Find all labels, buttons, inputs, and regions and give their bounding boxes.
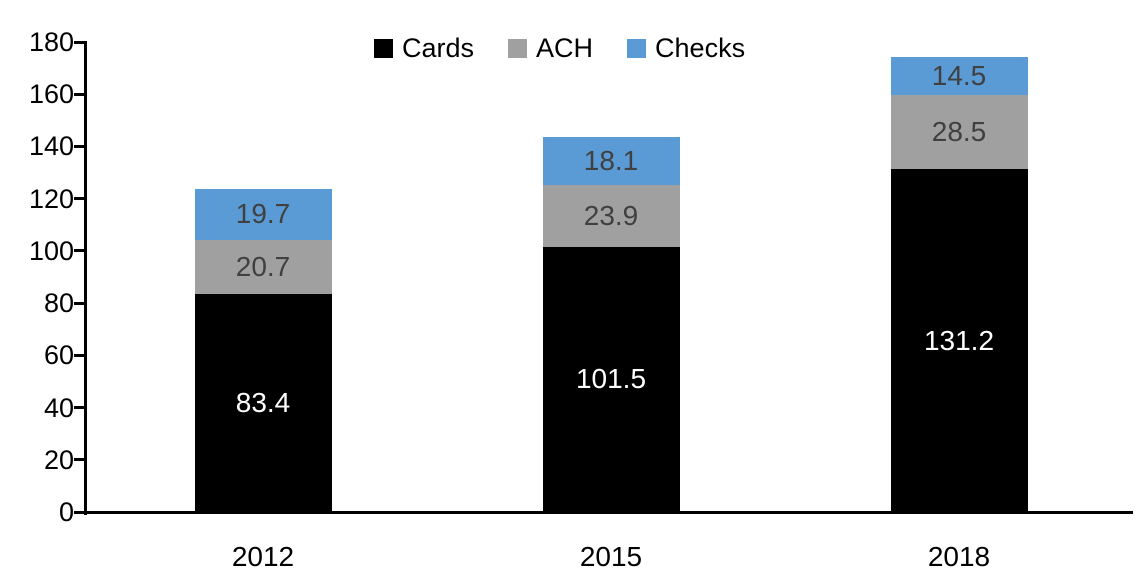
legend-label: ACH: [536, 33, 594, 63]
bar-segment-label: 23.9: [583, 199, 639, 231]
y-tick-label: 180: [28, 27, 74, 57]
y-tick-label: 60: [43, 340, 74, 371]
y-tick-mark: [74, 353, 84, 357]
x-axis-line: [84, 511, 1133, 514]
bar-segment-ach-2012: 20.7: [194, 240, 332, 295]
legend-label: Checks: [655, 33, 746, 63]
y-tick-label: 0: [58, 497, 74, 527]
legend-swatch-icon: [508, 39, 528, 58]
bar-segment-label: 131.2: [923, 324, 995, 356]
y-tick-mark: [74, 249, 84, 253]
bar-segment-checks-2012: 19.7: [194, 188, 332, 241]
y-tick-label: 20: [43, 444, 74, 475]
legend-label: Cards: [402, 33, 475, 63]
bar-segment-ach-2018: 28.5: [890, 95, 1028, 170]
y-axis-line: [84, 41, 87, 515]
y-tick-label: 140: [28, 131, 74, 162]
bar-segment-checks-2018: 14.5: [890, 57, 1028, 95]
bar-segment-cards-2012: 83.4: [194, 294, 332, 512]
y-tick-mark: [74, 301, 84, 305]
y-tick-label: 80: [43, 288, 74, 319]
bar-segment-label: 14.5: [931, 60, 987, 92]
legend: Cards ACH Checks: [374, 35, 745, 62]
y-tick-mark: [74, 40, 84, 44]
y-tick-label: 120: [28, 183, 74, 214]
y-tick-mark: [74, 458, 84, 462]
y-tick-label: 40: [43, 392, 74, 423]
legend-item-ach: ACH: [508, 35, 593, 62]
bar-segment-label: 19.7: [235, 198, 291, 230]
x-category-label: 2012: [231, 541, 295, 572]
y-tick-label: 100: [28, 235, 74, 266]
y-tick-mark: [74, 144, 84, 148]
bar-segment-ach-2015: 23.9: [542, 184, 680, 247]
y-tick-mark: [74, 406, 84, 410]
y-tick-mark: [74, 510, 84, 514]
bar-segment-label: 28.5: [931, 116, 987, 148]
x-category-label: 2015: [579, 541, 643, 572]
legend-swatch-icon: [627, 39, 647, 58]
x-category-label: 2018: [927, 541, 991, 572]
legend-item-checks: Checks: [627, 35, 745, 62]
y-tick-mark: [74, 197, 84, 201]
bar-segment-checks-2015: 18.1: [542, 137, 680, 185]
bar-segment-cards-2018: 131.2: [890, 169, 1028, 512]
y-tick-label: 160: [28, 79, 74, 110]
bar-segment-label: 83.4: [235, 387, 291, 419]
legend-swatch-icon: [374, 39, 393, 58]
y-tick-mark: [74, 92, 84, 96]
bar-segment-label: 20.7: [235, 251, 291, 283]
bar-segment-label: 18.1: [583, 144, 639, 176]
legend-item-cards: Cards: [374, 35, 474, 62]
bar-segment-label: 101.5: [575, 363, 647, 395]
bar-segment-cards-2015: 101.5: [542, 246, 680, 512]
